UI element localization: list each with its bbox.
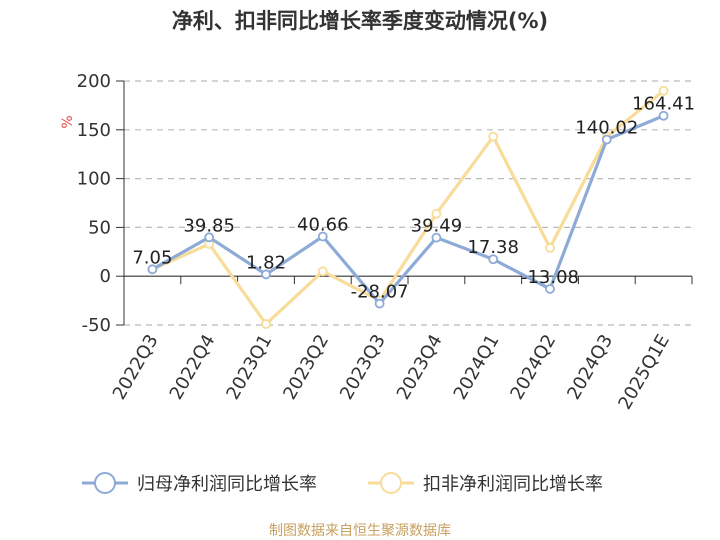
series-group — [147, 85, 669, 329]
source-note: 制图数据来自恒生聚源数据库 — [269, 523, 451, 539]
data-label: 140.02 — [575, 118, 638, 139]
data-point — [261, 269, 271, 280]
legend-swatch-marker — [94, 472, 116, 494]
data-label: 40.66 — [297, 215, 349, 236]
x-tick-label: 2023Q1 — [222, 331, 276, 403]
x-tick-label: 2024Q2 — [506, 331, 560, 403]
y-tick-label: 50 — [88, 217, 111, 238]
data-point — [204, 232, 215, 243]
data-point — [545, 284, 555, 294]
data-label: 7.05 — [132, 247, 172, 268]
data-point — [261, 319, 271, 329]
data-point — [488, 131, 499, 142]
data-label: 17.38 — [467, 237, 519, 258]
x-tick-label: 2024Q3 — [563, 331, 617, 403]
y-tick-label: -50 — [82, 315, 111, 336]
legend[interactable]: 归母净利润同比增长率 扣非净利润同比增长率 — [82, 472, 603, 495]
series-line-0 — [151, 114, 665, 306]
series-line-1 — [151, 89, 665, 326]
data-point — [317, 231, 328, 242]
data-label: 39.49 — [411, 216, 463, 237]
x-tick-label: 2023Q4 — [393, 331, 447, 403]
data-point — [601, 134, 612, 145]
chart-title: 净利、扣非同比增长率季度变动情况(%) — [172, 9, 548, 33]
data-labels: 7.05 39.85 1.82 40.66 -28.07 39.4917.38-13.08… — [132, 94, 695, 303]
data-point — [658, 85, 669, 96]
legend-swatch-marker — [380, 472, 402, 494]
data-point — [545, 242, 555, 253]
data-point — [658, 110, 669, 121]
x-tick-label: 2022Q4 — [166, 331, 220, 403]
data-label: 39.85 — [183, 215, 235, 236]
grid — [124, 80, 692, 326]
data-label: 1.82 — [246, 252, 286, 273]
y-tick-label: 100 — [77, 169, 111, 190]
data-point — [488, 254, 499, 265]
data-point — [431, 208, 442, 219]
data-point — [317, 266, 328, 277]
x-tick-label: 2022Q3 — [109, 331, 163, 403]
data-point — [431, 232, 442, 243]
y-tick-label: 150 — [77, 120, 111, 141]
data-label: -28.07 — [351, 282, 409, 303]
legend-label: 归母净利润同比增长率 — [137, 474, 317, 495]
y-tick-label: 0 — [100, 266, 111, 287]
y-axis-unit: % — [60, 115, 76, 128]
x-tick-label: 2024Q1 — [450, 331, 504, 403]
x-tick-label: 2025Q1E — [614, 331, 674, 413]
y-tick-label: 200 — [77, 71, 111, 92]
x-tick-label: 2023Q2 — [279, 331, 333, 403]
data-point — [147, 264, 158, 275]
y-axis: 200 150 100 50 0 -50 — [77, 71, 125, 336]
data-label: 164.41 — [632, 94, 695, 115]
data-point — [374, 298, 385, 309]
x-tick-label: 2023Q3 — [336, 331, 390, 403]
legend-label: 扣非净利润同比增长率 — [423, 474, 603, 495]
data-label: -13.08 — [521, 267, 579, 288]
